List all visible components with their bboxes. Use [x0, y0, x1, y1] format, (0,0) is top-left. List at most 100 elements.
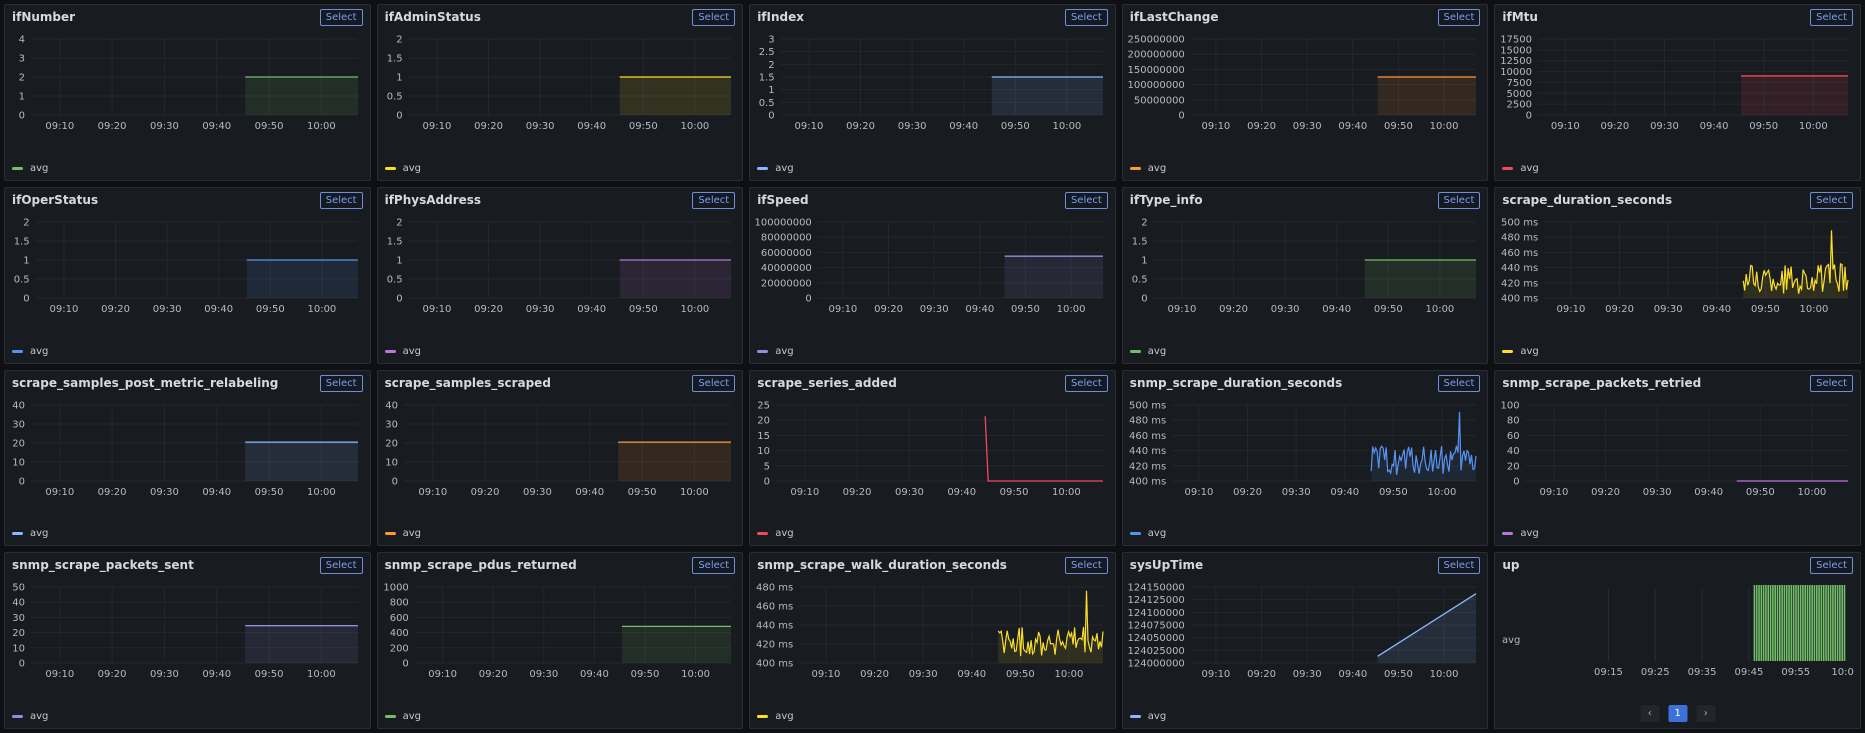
series-area [246, 259, 358, 298]
x-tick-label: 09:20 [1606, 304, 1635, 315]
select-button[interactable]: Select [692, 557, 736, 575]
legend[interactable]: avg [12, 711, 48, 722]
chart: 32.5 2 1.51 0.5 0 09:10 09:20 09:30 09:40 09:50 10… [759, 35, 1104, 132]
y-tick-label: 420 ms [756, 640, 793, 651]
x-tick-label: 09:10 [791, 487, 820, 498]
legend[interactable]: avg [757, 711, 794, 722]
y-tick-label: 100 [1501, 400, 1520, 411]
next-page-button[interactable]: › [1696, 705, 1716, 722]
select-button[interactable]: Select [319, 191, 363, 209]
select-button[interactable]: Select [1064, 9, 1108, 26]
state-bar [1784, 585, 1786, 662]
y-tick-label: 10000 [1501, 67, 1533, 78]
select-button[interactable]: Select [1064, 191, 1108, 209]
legend-label: avg [775, 345, 794, 357]
x-tick-label: 09:10 [428, 669, 457, 680]
x-tick-label: 09:20 [474, 121, 503, 132]
y-tick-label: 40 [385, 400, 398, 411]
x-tick-label: 09:50 [1000, 487, 1029, 498]
select-button[interactable]: Select [319, 557, 363, 575]
select-button[interactable]: Select [1437, 557, 1481, 575]
select-button[interactable]: Select [692, 374, 736, 392]
legend-swatch [1502, 349, 1514, 353]
y-tick-label: 200000000 [1127, 50, 1184, 61]
legend-swatch [12, 166, 23, 170]
panel-scrape-samples-post-metric-relabeling: scrape_samples_post_metric_relabeling Sel… [4, 369, 371, 547]
y-tick-label: 400 ms [1129, 476, 1166, 487]
legend-label: avg [30, 162, 49, 174]
select-button[interactable]: Select [319, 374, 363, 392]
select-button[interactable]: Select [1437, 374, 1481, 392]
select-button[interactable]: Select [1810, 557, 1853, 575]
chart: 2 1.5 1 0.5 0 09:10 09:20 09:30 09:40 09:50 10:00 [386, 35, 731, 132]
legend-label: avg [402, 162, 421, 174]
panel-title: ifIndex [757, 10, 804, 24]
x-tick-label: 10:00 [1429, 669, 1458, 680]
state-bar [1825, 585, 1828, 662]
legend[interactable]: avg [1502, 528, 1539, 539]
legend[interactable]: avg [1129, 346, 1166, 357]
x-tick-label: 09:30 [523, 487, 552, 498]
x-tick-label: 09:40 [202, 487, 231, 498]
chart: avg 09:15 09:25 09:35 09:45 09:55 10:0 [1502, 585, 1854, 678]
legend-label: avg [1520, 345, 1539, 357]
panel-title: snmp_scrape_packets_sent [12, 558, 194, 573]
select-button[interactable]: Select [692, 191, 736, 209]
select-button[interactable]: Select [1437, 9, 1481, 26]
x-tick-label: 10:00 [1798, 487, 1827, 498]
legend[interactable]: avg [384, 346, 421, 357]
x-tick-label: 09:10 [1557, 304, 1586, 315]
y-tick-label: 480 ms [756, 583, 793, 594]
y-tick-label: 1 [19, 92, 25, 103]
x-tick-label: 09:20 [98, 121, 127, 132]
state-bar [1839, 585, 1842, 662]
legend[interactable]: avg [1129, 528, 1166, 539]
panel-ifadminstatus: ifAdminStatus Select 2 1.5 1 0.5 0 09:10 09:20 09… [376, 4, 744, 181]
y-tick-label: 40000000 [761, 263, 812, 274]
legend[interactable]: avg [12, 528, 48, 539]
legend[interactable]: avg [757, 528, 794, 539]
select-button[interactable]: Select [1810, 374, 1853, 392]
y-tick-label: 400 [389, 628, 408, 639]
legend[interactable]: avg [1129, 711, 1166, 722]
legend[interactable]: avg [1502, 345, 1539, 357]
legend[interactable]: avg [757, 163, 794, 174]
y-tick-label: 1.5 [14, 236, 30, 247]
prev-page-button[interactable]: ‹ [1640, 705, 1660, 722]
legend[interactable]: avg [757, 345, 794, 357]
state-bar [1814, 585, 1816, 662]
x-tick-label: 09:30 [1654, 304, 1683, 315]
panel-iflastchange: ifLastChange Select 250000000 200000000 1500… [1121, 4, 1489, 181]
select-button[interactable]: Select [1810, 9, 1853, 26]
y-tick-label: 0 [1514, 476, 1520, 487]
x-tick-label: 09:50 [1746, 487, 1775, 498]
select-button[interactable]: Select [1064, 557, 1108, 575]
legend[interactable]: avg [1129, 163, 1166, 174]
chart: 500 ms 480 ms 460 ms 440 ms 420 ms 400 ms 09:1… [1129, 400, 1477, 498]
legend-swatch [12, 532, 23, 536]
legend-label: avg [1520, 162, 1539, 174]
legend[interactable]: avg [384, 711, 421, 722]
select-button[interactable]: Select [1810, 191, 1853, 209]
legend[interactable]: avg [384, 528, 421, 539]
legend[interactable]: avg [12, 163, 48, 174]
legend-swatch [384, 715, 396, 718]
select-button[interactable]: Select [1064, 374, 1108, 392]
y-tick-label: 5 [764, 461, 770, 472]
x-tick-label: 09:50 [1011, 304, 1040, 315]
x-tick-label: 09:30 [920, 304, 949, 315]
page-1-button[interactable]: 1 [1668, 705, 1688, 722]
x-tick-label: 09:30 [529, 669, 558, 680]
state-bar [1779, 585, 1782, 662]
select-button[interactable]: Select [319, 9, 363, 26]
select-button[interactable]: Select [1437, 191, 1481, 209]
legend[interactable]: avg [1502, 162, 1539, 174]
select-button[interactable]: Select [692, 9, 736, 26]
legend[interactable]: avg [12, 346, 48, 357]
legend[interactable]: avg [384, 162, 421, 174]
panel-title: ifType_info [1129, 192, 1203, 207]
y-tick-label: 500 ms [1129, 400, 1166, 411]
y-tick-label: 124025000 [1127, 646, 1184, 657]
series-line [984, 415, 1104, 482]
